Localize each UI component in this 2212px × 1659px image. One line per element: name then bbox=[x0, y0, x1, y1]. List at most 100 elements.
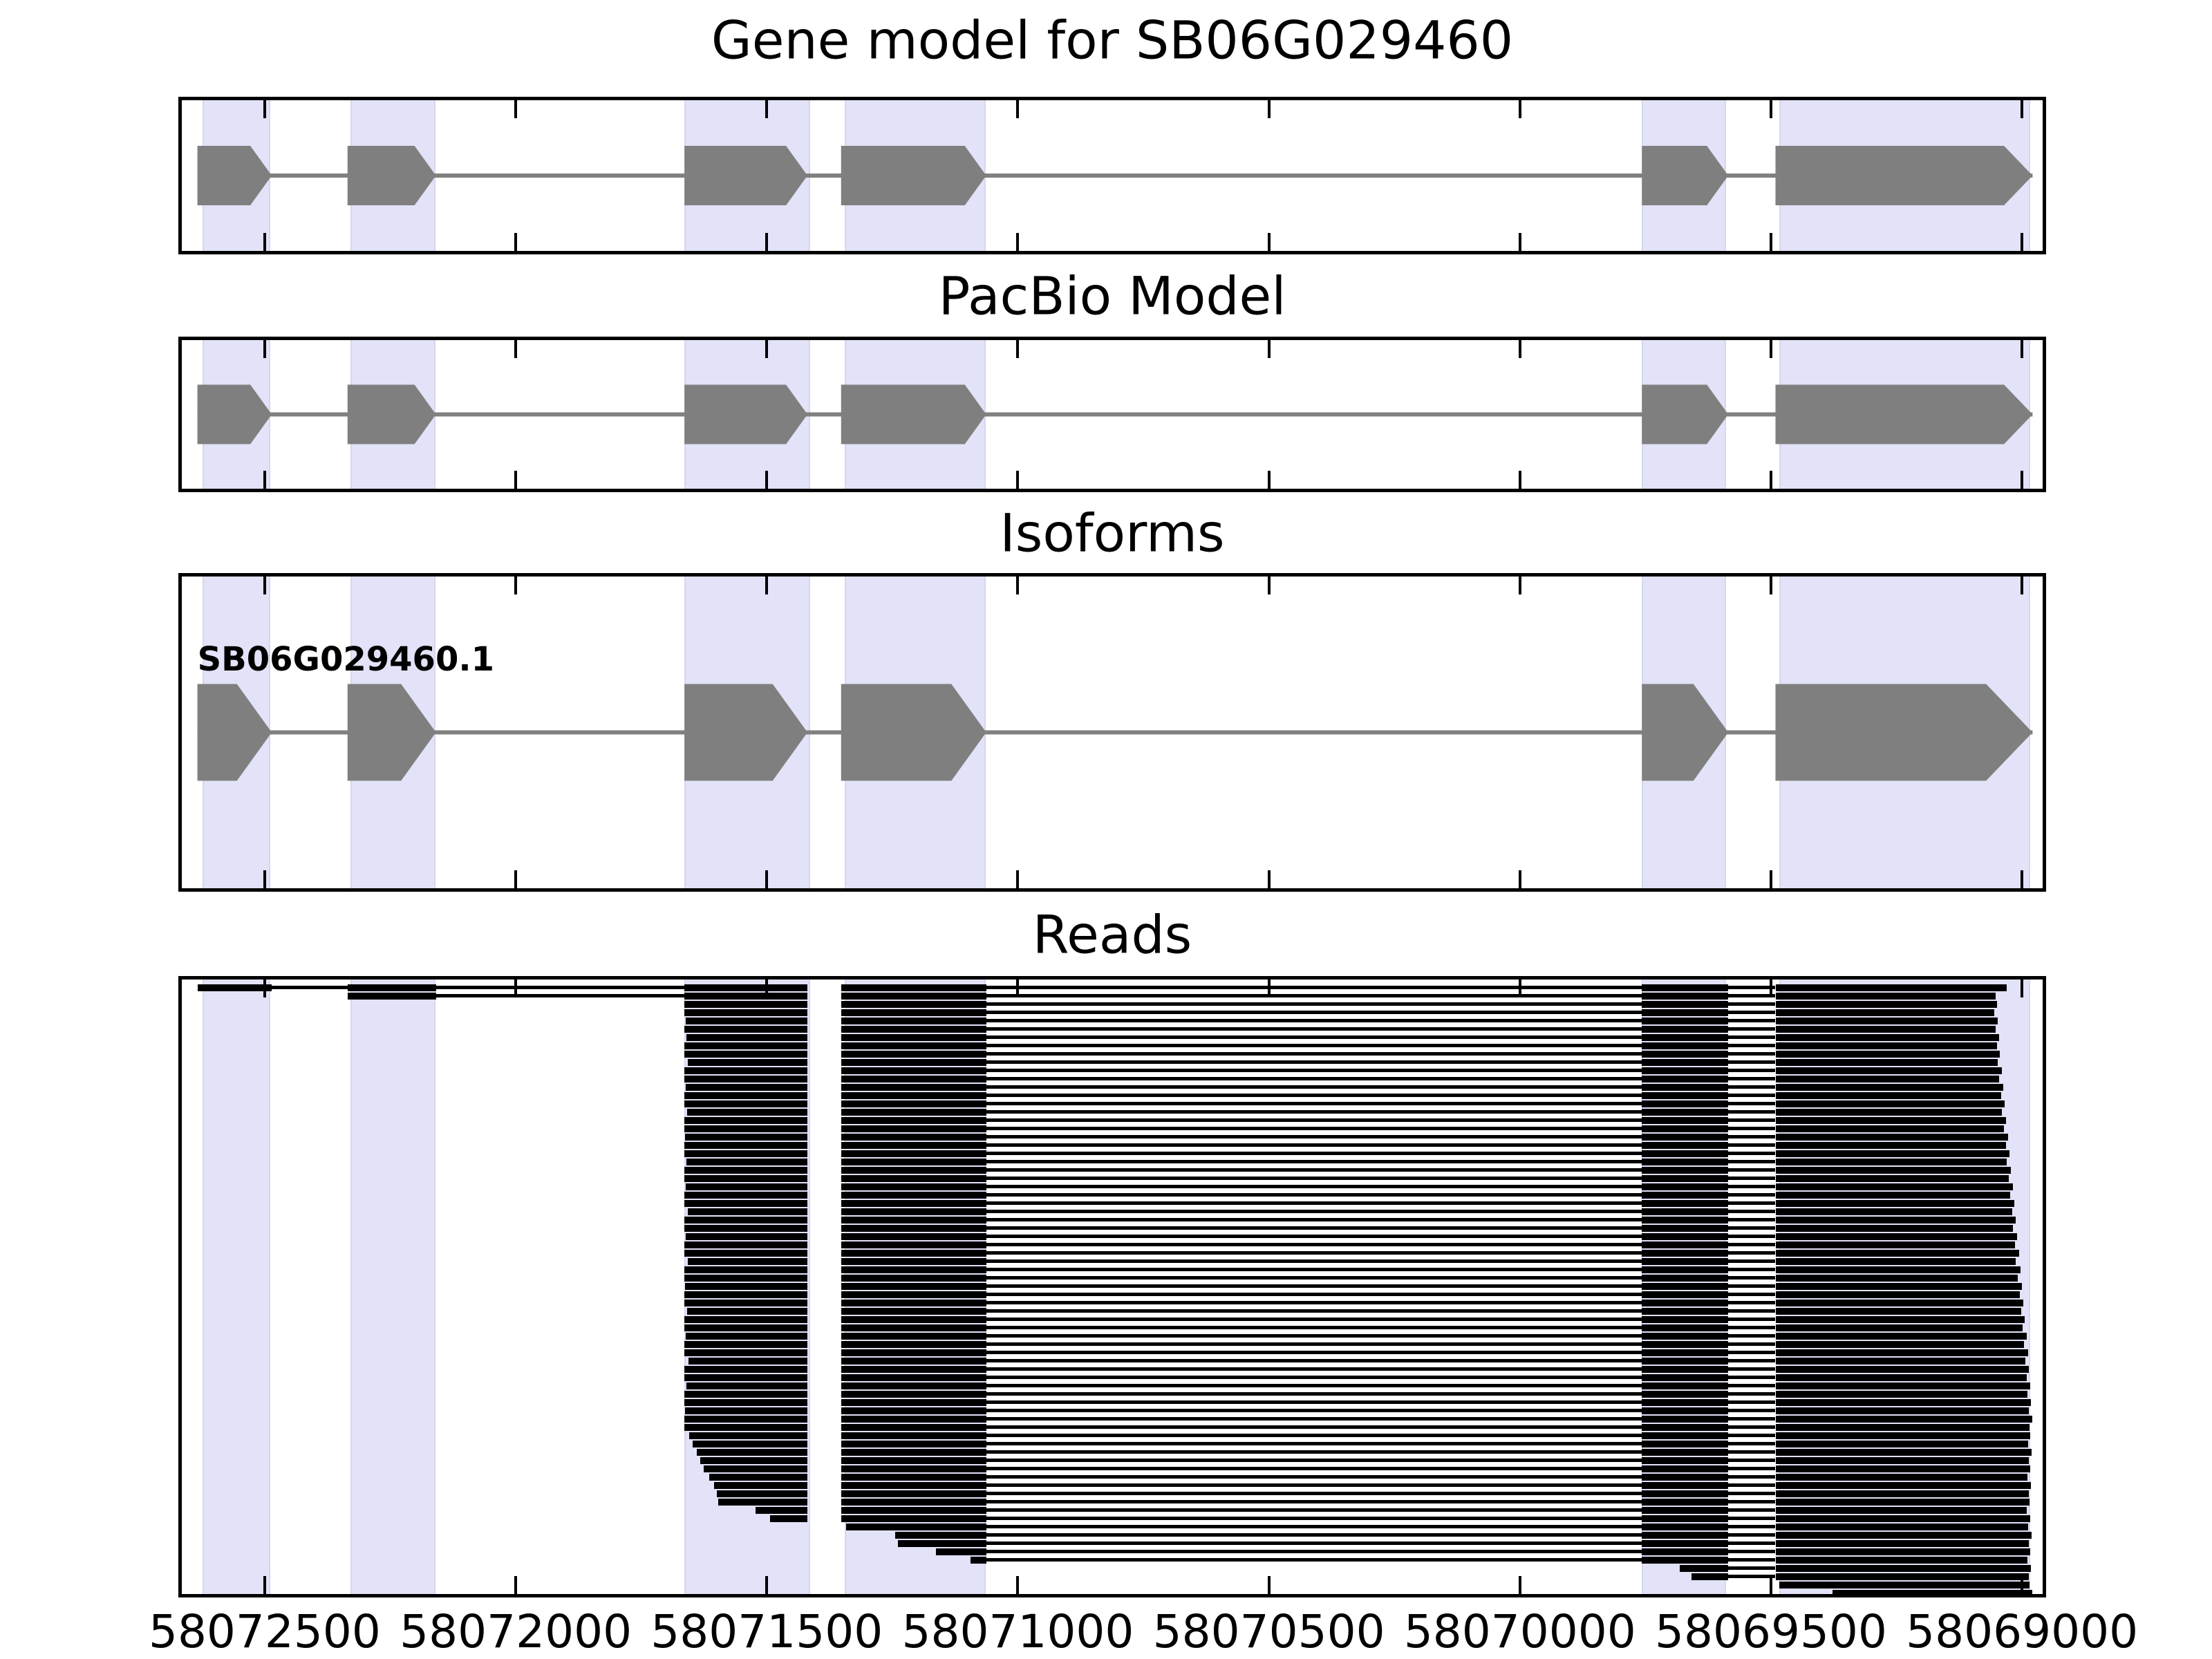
read-exon-bar bbox=[1775, 1109, 2003, 1116]
read-intron-line bbox=[1728, 1118, 1776, 1123]
read-exon-bar bbox=[1642, 1465, 1729, 1472]
read-intron-line bbox=[1728, 1193, 1776, 1197]
axis-tick-mark bbox=[1769, 870, 1772, 888]
read-exon-bar bbox=[1642, 1557, 1729, 1564]
read-exon-bar bbox=[841, 1076, 986, 1082]
isoform-label: SB06G029460.1 bbox=[197, 639, 494, 679]
read-intron-line bbox=[986, 1060, 1642, 1065]
panel-pacbio-model bbox=[178, 337, 2046, 492]
read-exon-bar bbox=[756, 1507, 808, 1514]
read-exon-bar bbox=[1642, 1407, 1729, 1414]
read-exon-bar bbox=[1775, 1275, 2018, 1282]
read-intron-line bbox=[1728, 1533, 1776, 1537]
panel-gene-model bbox=[178, 97, 2046, 254]
read-exon-bar bbox=[684, 993, 808, 1000]
read-intron-line bbox=[1728, 1185, 1776, 1189]
read-intron-line bbox=[986, 1500, 1642, 1504]
read-intron-line bbox=[1728, 1243, 1776, 1247]
read-exon-bar bbox=[841, 1009, 986, 1016]
read-intron-line bbox=[1728, 1044, 1776, 1048]
axis-tick-mark bbox=[263, 870, 266, 888]
read-exon-bar bbox=[841, 1449, 986, 1456]
read-exon-bar bbox=[841, 1217, 986, 1224]
read-intron-line bbox=[1728, 1318, 1776, 1322]
read-exon-bar bbox=[685, 1018, 808, 1024]
axis-tick-mark bbox=[2021, 100, 2024, 118]
read-exon-bar bbox=[1775, 1051, 2000, 1058]
axis-tick-mark bbox=[765, 870, 769, 888]
panel-title-pacbio-model: PacBio Model bbox=[938, 265, 1286, 327]
read-intron-line bbox=[986, 986, 1642, 990]
exon-arrow bbox=[1642, 146, 1729, 205]
axis-tick-mark bbox=[1518, 471, 1521, 489]
read-exon-bar bbox=[1775, 1341, 2025, 1348]
read-intron-line bbox=[1728, 1392, 1776, 1396]
read-exon-bar bbox=[841, 1266, 986, 1273]
read-intron-line bbox=[986, 1152, 1642, 1156]
read-exon-bar bbox=[1642, 1316, 1729, 1323]
read-exon-bar bbox=[700, 1457, 808, 1464]
read-exon-bar bbox=[1775, 1465, 2030, 1472]
read-intron-line bbox=[435, 986, 685, 990]
read-exon-bar bbox=[1775, 1291, 2020, 1298]
read-intron-line bbox=[1728, 1251, 1776, 1255]
read-exon-bar bbox=[684, 1374, 808, 1381]
panel-title-reads: Reads bbox=[1032, 903, 1192, 966]
read-exon-bar bbox=[936, 1548, 986, 1555]
read-intron-line bbox=[1728, 1160, 1776, 1164]
read-exon-bar bbox=[1775, 1125, 2004, 1132]
axis-tick-mark bbox=[1769, 1576, 1772, 1594]
read-exon-bar bbox=[709, 1474, 808, 1481]
axis-tick-mark bbox=[1267, 870, 1271, 888]
read-intron-line bbox=[1728, 1550, 1776, 1554]
read-exon-bar bbox=[841, 1416, 986, 1423]
read-exon-bar bbox=[1642, 1399, 1729, 1406]
read-exon-bar bbox=[1775, 1100, 2005, 1107]
read-intron-line bbox=[1728, 1508, 1776, 1512]
axis-tick-mark bbox=[514, 1576, 518, 1594]
x-axis-tick-label: 58070000 bbox=[1403, 1605, 1636, 1658]
read-exon-bar bbox=[1775, 1192, 2010, 1199]
read-exon-bar bbox=[686, 1034, 808, 1041]
read-exon-bar bbox=[841, 984, 986, 991]
read-exon-bar bbox=[1833, 1590, 2032, 1597]
read-intron-line bbox=[986, 1127, 1642, 1131]
exon-arrow bbox=[841, 384, 986, 444]
read-intron-line bbox=[986, 1392, 1642, 1396]
read-exon-bar bbox=[1775, 1349, 2028, 1356]
read-exon-bar bbox=[1775, 1548, 2030, 1555]
read-intron-line bbox=[986, 1044, 1642, 1048]
read-intron-line bbox=[986, 1417, 1642, 1421]
read-exon-bar bbox=[841, 1316, 986, 1323]
read-exon-bar bbox=[1642, 1366, 1729, 1373]
read-intron-line bbox=[986, 1160, 1642, 1164]
exon-highlight-band bbox=[350, 980, 435, 1594]
read-exon-bar bbox=[1642, 1134, 1729, 1141]
exon-arrow bbox=[684, 384, 808, 444]
read-exon-bar bbox=[841, 1034, 986, 1041]
axis-tick-mark bbox=[765, 471, 769, 489]
read-exon-bar bbox=[841, 1399, 986, 1406]
read-intron-line bbox=[986, 1201, 1642, 1206]
read-exon-bar bbox=[1775, 1009, 1995, 1016]
read-exon-bar bbox=[1775, 1382, 2030, 1389]
read-intron-line bbox=[986, 1235, 1642, 1239]
read-intron-line bbox=[986, 1309, 1642, 1313]
read-exon-bar bbox=[684, 1175, 808, 1182]
x-axis-tick-label: 58071500 bbox=[650, 1605, 883, 1658]
read-exon-bar bbox=[684, 1391, 808, 1398]
read-intron-line bbox=[986, 1434, 1642, 1438]
read-intron-line bbox=[1728, 1293, 1776, 1297]
read-intron-line bbox=[1728, 1359, 1776, 1363]
axis-tick-mark bbox=[514, 340, 518, 358]
read-exon-bar bbox=[685, 1183, 808, 1190]
read-exon-bar bbox=[684, 1076, 808, 1082]
read-exon-bar bbox=[1775, 1183, 2014, 1190]
read-exon-bar bbox=[841, 1167, 986, 1174]
read-exon-bar bbox=[1642, 1441, 1729, 1447]
axis-tick-mark bbox=[1267, 233, 1271, 251]
axis-tick-mark bbox=[514, 870, 518, 888]
read-intron-line bbox=[986, 1218, 1642, 1222]
read-exon-bar bbox=[1642, 1142, 1729, 1149]
read-exon-bar bbox=[1642, 1109, 1729, 1116]
